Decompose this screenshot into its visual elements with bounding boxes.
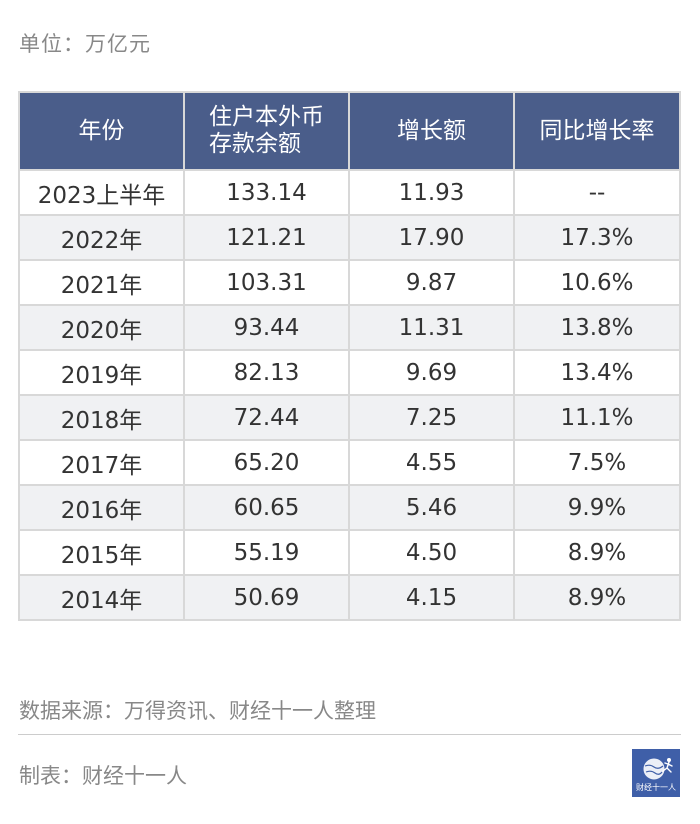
unit-label: 单位：万亿元: [19, 32, 151, 56]
cell-yoy-growth-rate: 13.8%: [513, 304, 681, 351]
table-row: 2017年 65.20 4.55 7.5%: [18, 439, 681, 486]
cell-deposit-balance: 121.21: [183, 214, 350, 261]
table-row: 2023上半年 133.14 11.93 --: [18, 169, 681, 216]
cell-year: 2018年: [18, 394, 185, 441]
cell-deposit-balance: 60.65: [183, 484, 350, 531]
cell-growth-amount: 9.87: [348, 259, 515, 306]
cell-growth-amount: 4.15: [348, 574, 515, 621]
table-row: 2014年 50.69 4.15 8.9%: [18, 574, 681, 621]
table-row: 2018年 72.44 7.25 11.1%: [18, 394, 681, 441]
cell-yoy-growth-rate: --: [513, 169, 681, 216]
cell-yoy-growth-rate: 11.1%: [513, 394, 681, 441]
cell-growth-amount: 11.93: [348, 169, 515, 216]
cell-yoy-growth-rate: 7.5%: [513, 439, 681, 486]
cell-growth-amount: 17.90: [348, 214, 515, 261]
header-year: 年份: [18, 91, 185, 171]
table-row: 2021年 103.31 9.87 10.6%: [18, 259, 681, 306]
cell-year: 2016年: [18, 484, 185, 531]
cell-year: 2017年: [18, 439, 185, 486]
data-source-note: 数据来源：万得资讯、财经十一人整理: [19, 699, 376, 723]
cell-year: 2021年: [18, 259, 185, 306]
cell-year: 2019年: [18, 349, 185, 396]
cell-yoy-growth-rate: 8.9%: [513, 529, 681, 576]
globe-runner-logo-icon: [642, 757, 673, 781]
cell-deposit-balance: 50.69: [183, 574, 350, 621]
brand-logo: 财经十一人: [632, 749, 680, 797]
header-deposit-balance-line2: 存款余额: [209, 131, 301, 157]
header-yoy-growth-rate: 同比增长率: [513, 91, 681, 171]
cell-deposit-balance: 93.44: [183, 304, 350, 351]
table-maker-note: 制表：财经十一人: [19, 764, 187, 788]
header-deposit-balance-line1: 住户本外币: [209, 104, 324, 130]
table-row: 2015年 55.19 4.50 8.9%: [18, 529, 681, 576]
cell-growth-amount: 5.46: [348, 484, 515, 531]
table-row: 2022年 121.21 17.90 17.3%: [18, 214, 681, 261]
table-row: 2019年 82.13 9.69 13.4%: [18, 349, 681, 396]
cell-yoy-growth-rate: 8.9%: [513, 574, 681, 621]
header-deposit-balance: 住户本外币 存款余额: [183, 91, 350, 171]
header-growth-amount: 增长额: [348, 91, 515, 171]
footer-divider: [18, 734, 681, 735]
cell-deposit-balance: 55.19: [183, 529, 350, 576]
cell-deposit-balance: 65.20: [183, 439, 350, 486]
cell-yoy-growth-rate: 13.4%: [513, 349, 681, 396]
table-row: 2020年 93.44 11.31 13.8%: [18, 304, 681, 351]
cell-deposit-balance: 82.13: [183, 349, 350, 396]
cell-deposit-balance: 72.44: [183, 394, 350, 441]
cell-deposit-balance: 133.14: [183, 169, 350, 216]
cell-growth-amount: 7.25: [348, 394, 515, 441]
cell-year: 2022年: [18, 214, 185, 261]
logo-text: 财经十一人: [636, 783, 676, 792]
cell-year: 2023上半年: [18, 169, 185, 216]
cell-growth-amount: 9.69: [348, 349, 515, 396]
cell-yoy-growth-rate: 10.6%: [513, 259, 681, 306]
table-body: 2023上半年 133.14 11.93 -- 2022年 121.21 17.90 17.3…: [18, 169, 681, 621]
cell-year: 2014年: [18, 574, 185, 621]
cell-growth-amount: 4.55: [348, 439, 515, 486]
cell-year: 2015年: [18, 529, 185, 576]
cell-yoy-growth-rate: 9.9%: [513, 484, 681, 531]
deposit-table: 年份 住户本外币 存款余额 增长额 同比增长率 2023上半年 133.14 11.…: [18, 91, 681, 621]
table-header-row: 年份 住户本外币 存款余额 增长额 同比增长率: [18, 91, 681, 171]
cell-growth-amount: 4.50: [348, 529, 515, 576]
cell-yoy-growth-rate: 17.3%: [513, 214, 681, 261]
cell-year: 2020年: [18, 304, 185, 351]
cell-growth-amount: 11.31: [348, 304, 515, 351]
table-row: 2016年 60.65 5.46 9.9%: [18, 484, 681, 531]
cell-deposit-balance: 103.31: [183, 259, 350, 306]
